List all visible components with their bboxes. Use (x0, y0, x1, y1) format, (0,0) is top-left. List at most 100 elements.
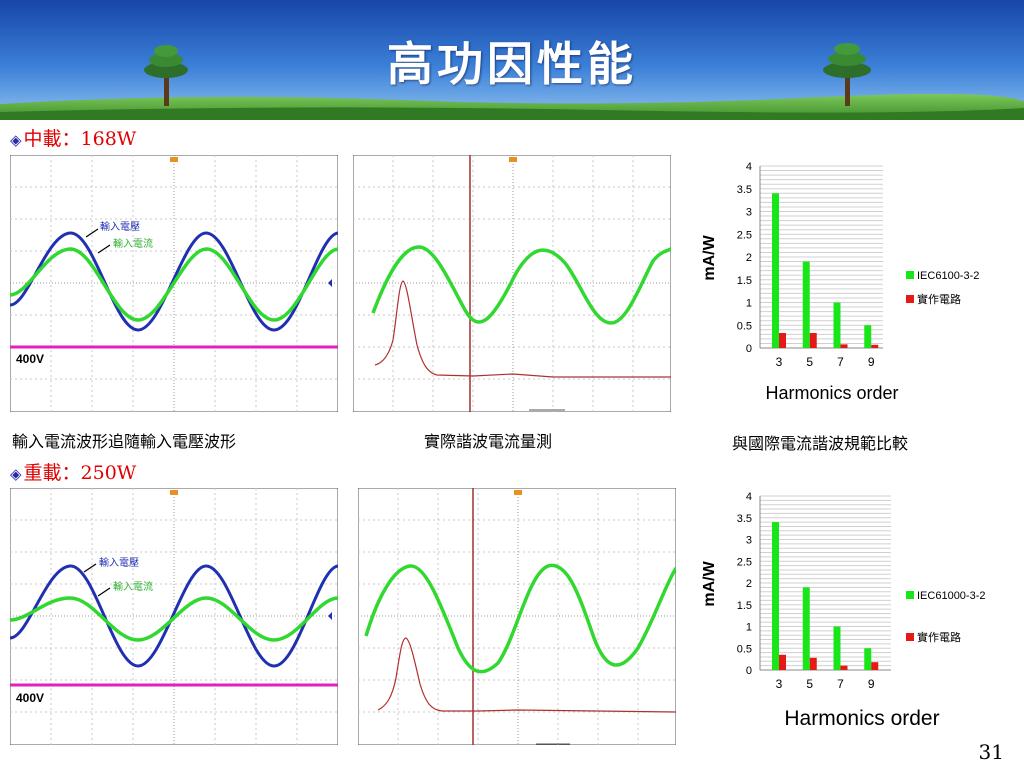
bar (871, 662, 879, 670)
bar (833, 302, 841, 348)
y-axis-label: mA/W (701, 234, 718, 280)
current-trace (10, 596, 338, 642)
y-tick-labels: 0 0.5 1 1.5 2 2.5 3 3.5 4 (737, 491, 752, 677)
bar (871, 344, 879, 348)
x-tick-label: 3 (776, 355, 783, 369)
x-axis-label: Harmonics order (765, 383, 898, 403)
x-tick-label: 7 (837, 677, 844, 691)
y-tick-label: 1.5 (737, 600, 752, 612)
current-trace (10, 247, 338, 322)
scope-waveform-medium: 輸入電壓 輸入電流 400V (10, 155, 338, 412)
harmonics-chart-medium: 0 0.5 1 1.5 2 2.5 3 3.5 4 3 5 7 9 mA/W Harmonics or… (698, 158, 1018, 410)
section-label-text: 重載：250W (23, 462, 137, 484)
harmonic-trace (377, 637, 676, 713)
harmonics-chart-heavy: 0 0.5 1 1.5 2 2.5 3 3.5 4 3 5 7 9 mA/W Harmonics or… (698, 488, 1018, 734)
caption-standard-compare: 與國際電流諧波規範比較 (732, 434, 909, 453)
y-tick-label: 2.5 (737, 229, 752, 241)
bar (802, 587, 810, 670)
x-tick-label: 9 (868, 677, 875, 691)
diamond-bullet-icon: ◈ (10, 465, 22, 483)
legend-entry-standard: IEC6100-3-2 (917, 270, 979, 282)
x-tick-labels: 3 5 7 9 (776, 677, 875, 691)
bar (840, 344, 848, 348)
current-trace (364, 563, 676, 674)
x-tick-labels: 3 5 7 9 (776, 355, 875, 369)
legend-entry-measured: 實作電路 (917, 292, 961, 306)
bar (772, 522, 779, 670)
legend-entry-standard: IEC61000-3-2 (917, 590, 986, 602)
chart-bars (772, 522, 879, 670)
y-tick-label: 0.5 (737, 320, 752, 332)
section-label-heavy-load: ◈ 重載：250W (10, 458, 136, 485)
page-number: 31 (978, 740, 1004, 764)
level-marker-icon (328, 612, 332, 620)
level-marker-icon (328, 279, 332, 287)
bar (779, 654, 786, 670)
legend-swatch-measured (906, 295, 914, 303)
caption-waveform: 輸入電流波形追隨輸入電壓波形 (12, 432, 237, 451)
trigger-marker-icon (170, 157, 178, 162)
chart-bars (772, 193, 879, 348)
legend-swatch-measured (906, 633, 914, 641)
tree-icon (823, 43, 871, 106)
y-tick-label: 4 (746, 491, 752, 503)
x-axis-label: Harmonics order (784, 707, 939, 730)
voltage-trace (10, 564, 338, 668)
chart-gridlines (759, 495, 891, 671)
section-label-medium-load: ◈ 中載：168W (10, 124, 136, 151)
chart-gridlines (759, 165, 883, 349)
y-tick-label: 0 (746, 343, 752, 355)
x-tick-label: 7 (837, 355, 844, 369)
bar (772, 193, 779, 348)
x-tick-label: 5 (806, 355, 813, 369)
voltage-trace-label: 輸入電壓 (99, 556, 139, 569)
x-tick-label: 3 (776, 677, 783, 691)
y-tick-label: 1.5 (737, 275, 752, 287)
y-tick-label: 1 (746, 298, 752, 310)
y-tick-label: 4 (746, 161, 752, 173)
bar (840, 665, 848, 670)
y-tick-label: 2 (746, 252, 752, 264)
y-tick-label: 0.5 (737, 643, 752, 655)
scope-harmonic-medium (353, 155, 671, 412)
current-trace-label: 輸入電流 (113, 237, 153, 250)
legend-swatch-standard (906, 591, 914, 599)
bar (809, 332, 817, 348)
y-tick-label: 2.5 (737, 556, 752, 568)
current-trace-label: 輸入電流 (113, 580, 153, 593)
y-tick-label: 3 (746, 535, 752, 547)
y-tick-label: 2 (746, 578, 752, 590)
bar (779, 332, 786, 348)
slide-title: 高功因性能 (387, 37, 637, 91)
tree-icon (144, 45, 188, 106)
voltage-trace (10, 231, 338, 332)
y-tick-label: 3 (746, 207, 752, 219)
sky-background (0, 0, 1024, 120)
legend-entry-measured: 實作電路 (917, 630, 961, 644)
section-label-text: 中載：168W (23, 128, 137, 150)
scope-waveform-heavy: 輸入電壓 輸入電流 400V (10, 488, 338, 745)
scope-scale-label: 400V (16, 691, 44, 705)
legend-swatch-standard (906, 271, 914, 279)
trigger-marker-icon (509, 157, 517, 162)
bar (864, 648, 872, 670)
trigger-marker-icon (170, 490, 178, 495)
bar (864, 325, 872, 348)
caption-harmonic-measure: 實際諧波電流量測 (424, 432, 553, 451)
y-axis-label: mA/W (701, 560, 718, 606)
y-tick-label: 1 (746, 622, 752, 634)
trigger-marker-icon (514, 490, 522, 495)
x-tick-label: 5 (806, 677, 813, 691)
bar (802, 261, 810, 348)
diamond-bullet-icon: ◈ (10, 131, 22, 149)
harmonic-trace (374, 280, 671, 378)
current-trace (371, 245, 671, 325)
y-tick-label: 3.5 (737, 513, 752, 525)
bar (809, 657, 817, 670)
bar (833, 626, 841, 670)
scope-harmonic-heavy (358, 488, 676, 745)
header-banner: 高功因性能 (0, 0, 1024, 120)
x-tick-label: 9 (868, 355, 875, 369)
y-tick-labels: 0 0.5 1 1.5 2 2.5 3 3.5 4 (737, 161, 752, 355)
y-tick-label: 3.5 (737, 184, 752, 196)
